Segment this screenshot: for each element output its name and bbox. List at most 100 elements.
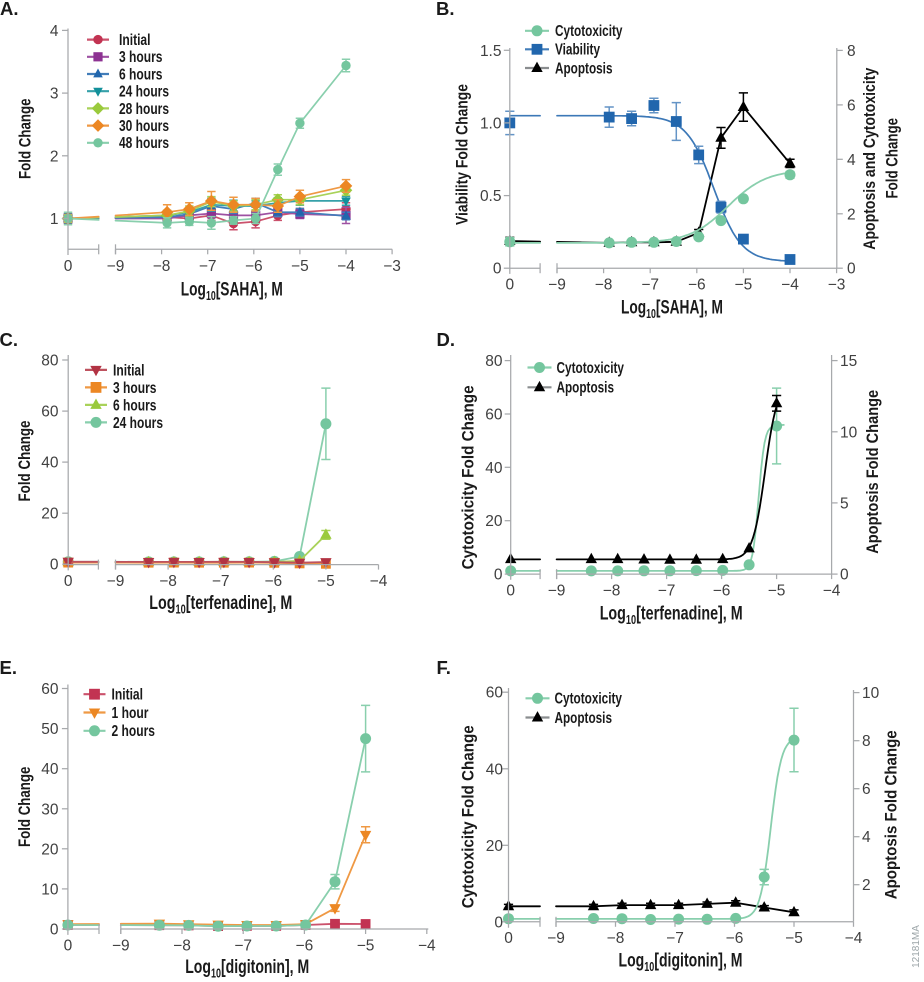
svg-text:0: 0 xyxy=(847,261,856,278)
svg-text:Viability: Viability xyxy=(555,42,600,59)
svg-text:30: 30 xyxy=(41,801,59,818)
svg-text:3 hours: 3 hours xyxy=(119,49,163,66)
svg-text:6: 6 xyxy=(847,97,856,114)
svg-text:10: 10 xyxy=(840,424,858,441)
svg-text:−8: −8 xyxy=(153,258,171,275)
svg-text:Viability Fold Change: Viability Fold Change xyxy=(453,84,471,225)
svg-text:Initial: Initial xyxy=(112,687,144,704)
svg-text:−8: −8 xyxy=(173,937,191,954)
svg-text:0: 0 xyxy=(64,937,73,954)
svg-text:−8: −8 xyxy=(603,583,621,600)
svg-text:C.: C. xyxy=(0,329,18,350)
svg-text:Log10[digitonin], M: Log10[digitonin], M xyxy=(185,956,309,981)
svg-text:Apoptosis: Apoptosis xyxy=(555,710,613,727)
svg-text:−6: −6 xyxy=(245,258,263,275)
svg-text:20: 20 xyxy=(41,841,59,858)
svg-text:Log10[SAHA], M: Log10[SAHA], M xyxy=(181,278,283,303)
svg-text:−6: −6 xyxy=(296,937,314,954)
svg-text:40: 40 xyxy=(485,460,503,477)
svg-text:−6: −6 xyxy=(264,573,282,590)
svg-text:Log10[terfenadine], M: Log10[terfenadine], M xyxy=(149,592,292,617)
svg-text:−7: −7 xyxy=(666,930,684,947)
svg-text:4: 4 xyxy=(50,23,59,40)
svg-text:3 hours: 3 hours xyxy=(113,380,157,397)
svg-text:Apoptosis and Cytotoxicity: Apoptosis and Cytotoxicity xyxy=(861,67,879,250)
svg-text:0.5: 0.5 xyxy=(480,188,502,205)
svg-text:20: 20 xyxy=(41,506,59,523)
svg-text:10: 10 xyxy=(862,685,880,702)
svg-text:A.: A. xyxy=(0,0,19,19)
svg-text:0: 0 xyxy=(505,277,514,294)
svg-text:Fold Change: Fold Change xyxy=(884,118,902,199)
svg-text:12181MA: 12181MA xyxy=(911,925,922,968)
svg-text:4: 4 xyxy=(847,152,856,169)
svg-text:−3: −3 xyxy=(383,258,401,275)
svg-text:−5: −5 xyxy=(317,573,335,590)
svg-text:Cytotoxicity Fold Change: Cytotoxicity Fold Change xyxy=(459,385,477,569)
svg-text:−7: −7 xyxy=(199,258,217,275)
svg-text:4: 4 xyxy=(862,829,871,846)
svg-text:−9: −9 xyxy=(107,258,125,275)
svg-text:−7: −7 xyxy=(641,277,659,294)
svg-text:6: 6 xyxy=(862,781,871,798)
svg-text:40: 40 xyxy=(41,455,59,472)
svg-text:0: 0 xyxy=(493,261,502,278)
svg-text:−6: −6 xyxy=(713,583,731,600)
svg-text:15: 15 xyxy=(840,353,857,370)
svg-text:E.: E. xyxy=(0,657,17,678)
svg-text:−8: −8 xyxy=(607,930,625,947)
svg-text:1.0: 1.0 xyxy=(480,115,502,132)
svg-text:−7: −7 xyxy=(658,583,676,600)
svg-text:48 hours: 48 hours xyxy=(119,135,169,152)
svg-text:−4: −4 xyxy=(845,930,863,947)
svg-text:Log10[digitonin], M: Log10[digitonin], M xyxy=(619,950,743,975)
svg-text:Fold Change: Fold Change xyxy=(16,98,34,179)
svg-text:20: 20 xyxy=(486,838,504,855)
svg-text:Log10[terfenadine], M: Log10[terfenadine], M xyxy=(600,602,743,627)
svg-text:1: 1 xyxy=(50,211,59,228)
svg-text:−9: −9 xyxy=(107,573,125,590)
svg-text:3: 3 xyxy=(50,86,59,103)
svg-text:−7: −7 xyxy=(212,573,230,590)
svg-text:8: 8 xyxy=(862,733,871,750)
svg-text:60: 60 xyxy=(486,685,504,702)
svg-text:1.5: 1.5 xyxy=(480,43,502,60)
svg-text:−6: −6 xyxy=(688,277,706,294)
svg-text:60: 60 xyxy=(41,404,59,421)
svg-text:Cytotoxicity: Cytotoxicity xyxy=(557,360,625,377)
svg-text:24 hours: 24 hours xyxy=(113,415,163,432)
svg-text:0: 0 xyxy=(494,567,503,584)
svg-text:−9: −9 xyxy=(112,937,130,954)
svg-text:0: 0 xyxy=(64,258,73,275)
svg-text:Apoptosis: Apoptosis xyxy=(557,380,615,397)
svg-text:−8: −8 xyxy=(159,573,177,590)
svg-text:Log10[SAHA], M: Log10[SAHA], M xyxy=(621,297,723,322)
svg-text:40: 40 xyxy=(41,761,59,778)
svg-text:24 hours: 24 hours xyxy=(119,84,169,101)
svg-text:0: 0 xyxy=(840,567,849,584)
svg-text:10: 10 xyxy=(41,881,59,898)
svg-text:28 hours: 28 hours xyxy=(119,101,169,118)
svg-text:B.: B. xyxy=(436,0,455,19)
svg-text:−4: −4 xyxy=(823,583,841,600)
svg-text:−4: −4 xyxy=(781,277,799,294)
svg-text:−5: −5 xyxy=(357,937,375,954)
svg-text:80: 80 xyxy=(485,353,503,370)
svg-text:Fold Change: Fold Change xyxy=(16,421,34,502)
svg-text:8: 8 xyxy=(847,43,856,60)
svg-text:6 hours: 6 hours xyxy=(113,397,157,414)
svg-text:20: 20 xyxy=(485,513,503,530)
svg-text:−9: −9 xyxy=(548,277,566,294)
svg-text:−4: −4 xyxy=(337,258,355,275)
svg-text:−5: −5 xyxy=(785,930,803,947)
svg-text:Initial: Initial xyxy=(119,32,151,49)
svg-text:40: 40 xyxy=(486,761,504,778)
svg-text:−5: −5 xyxy=(768,583,786,600)
svg-text:−6: −6 xyxy=(726,930,744,947)
svg-text:−4: −4 xyxy=(370,573,388,590)
svg-text:Apoptosis Fold Change: Apoptosis Fold Change xyxy=(864,390,882,554)
svg-text:Apoptosis Fold Change: Apoptosis Fold Change xyxy=(882,730,900,899)
svg-text:Cytotoxicity: Cytotoxicity xyxy=(555,691,623,708)
svg-text:Apoptosis: Apoptosis xyxy=(555,60,613,77)
svg-text:−9: −9 xyxy=(547,930,565,947)
